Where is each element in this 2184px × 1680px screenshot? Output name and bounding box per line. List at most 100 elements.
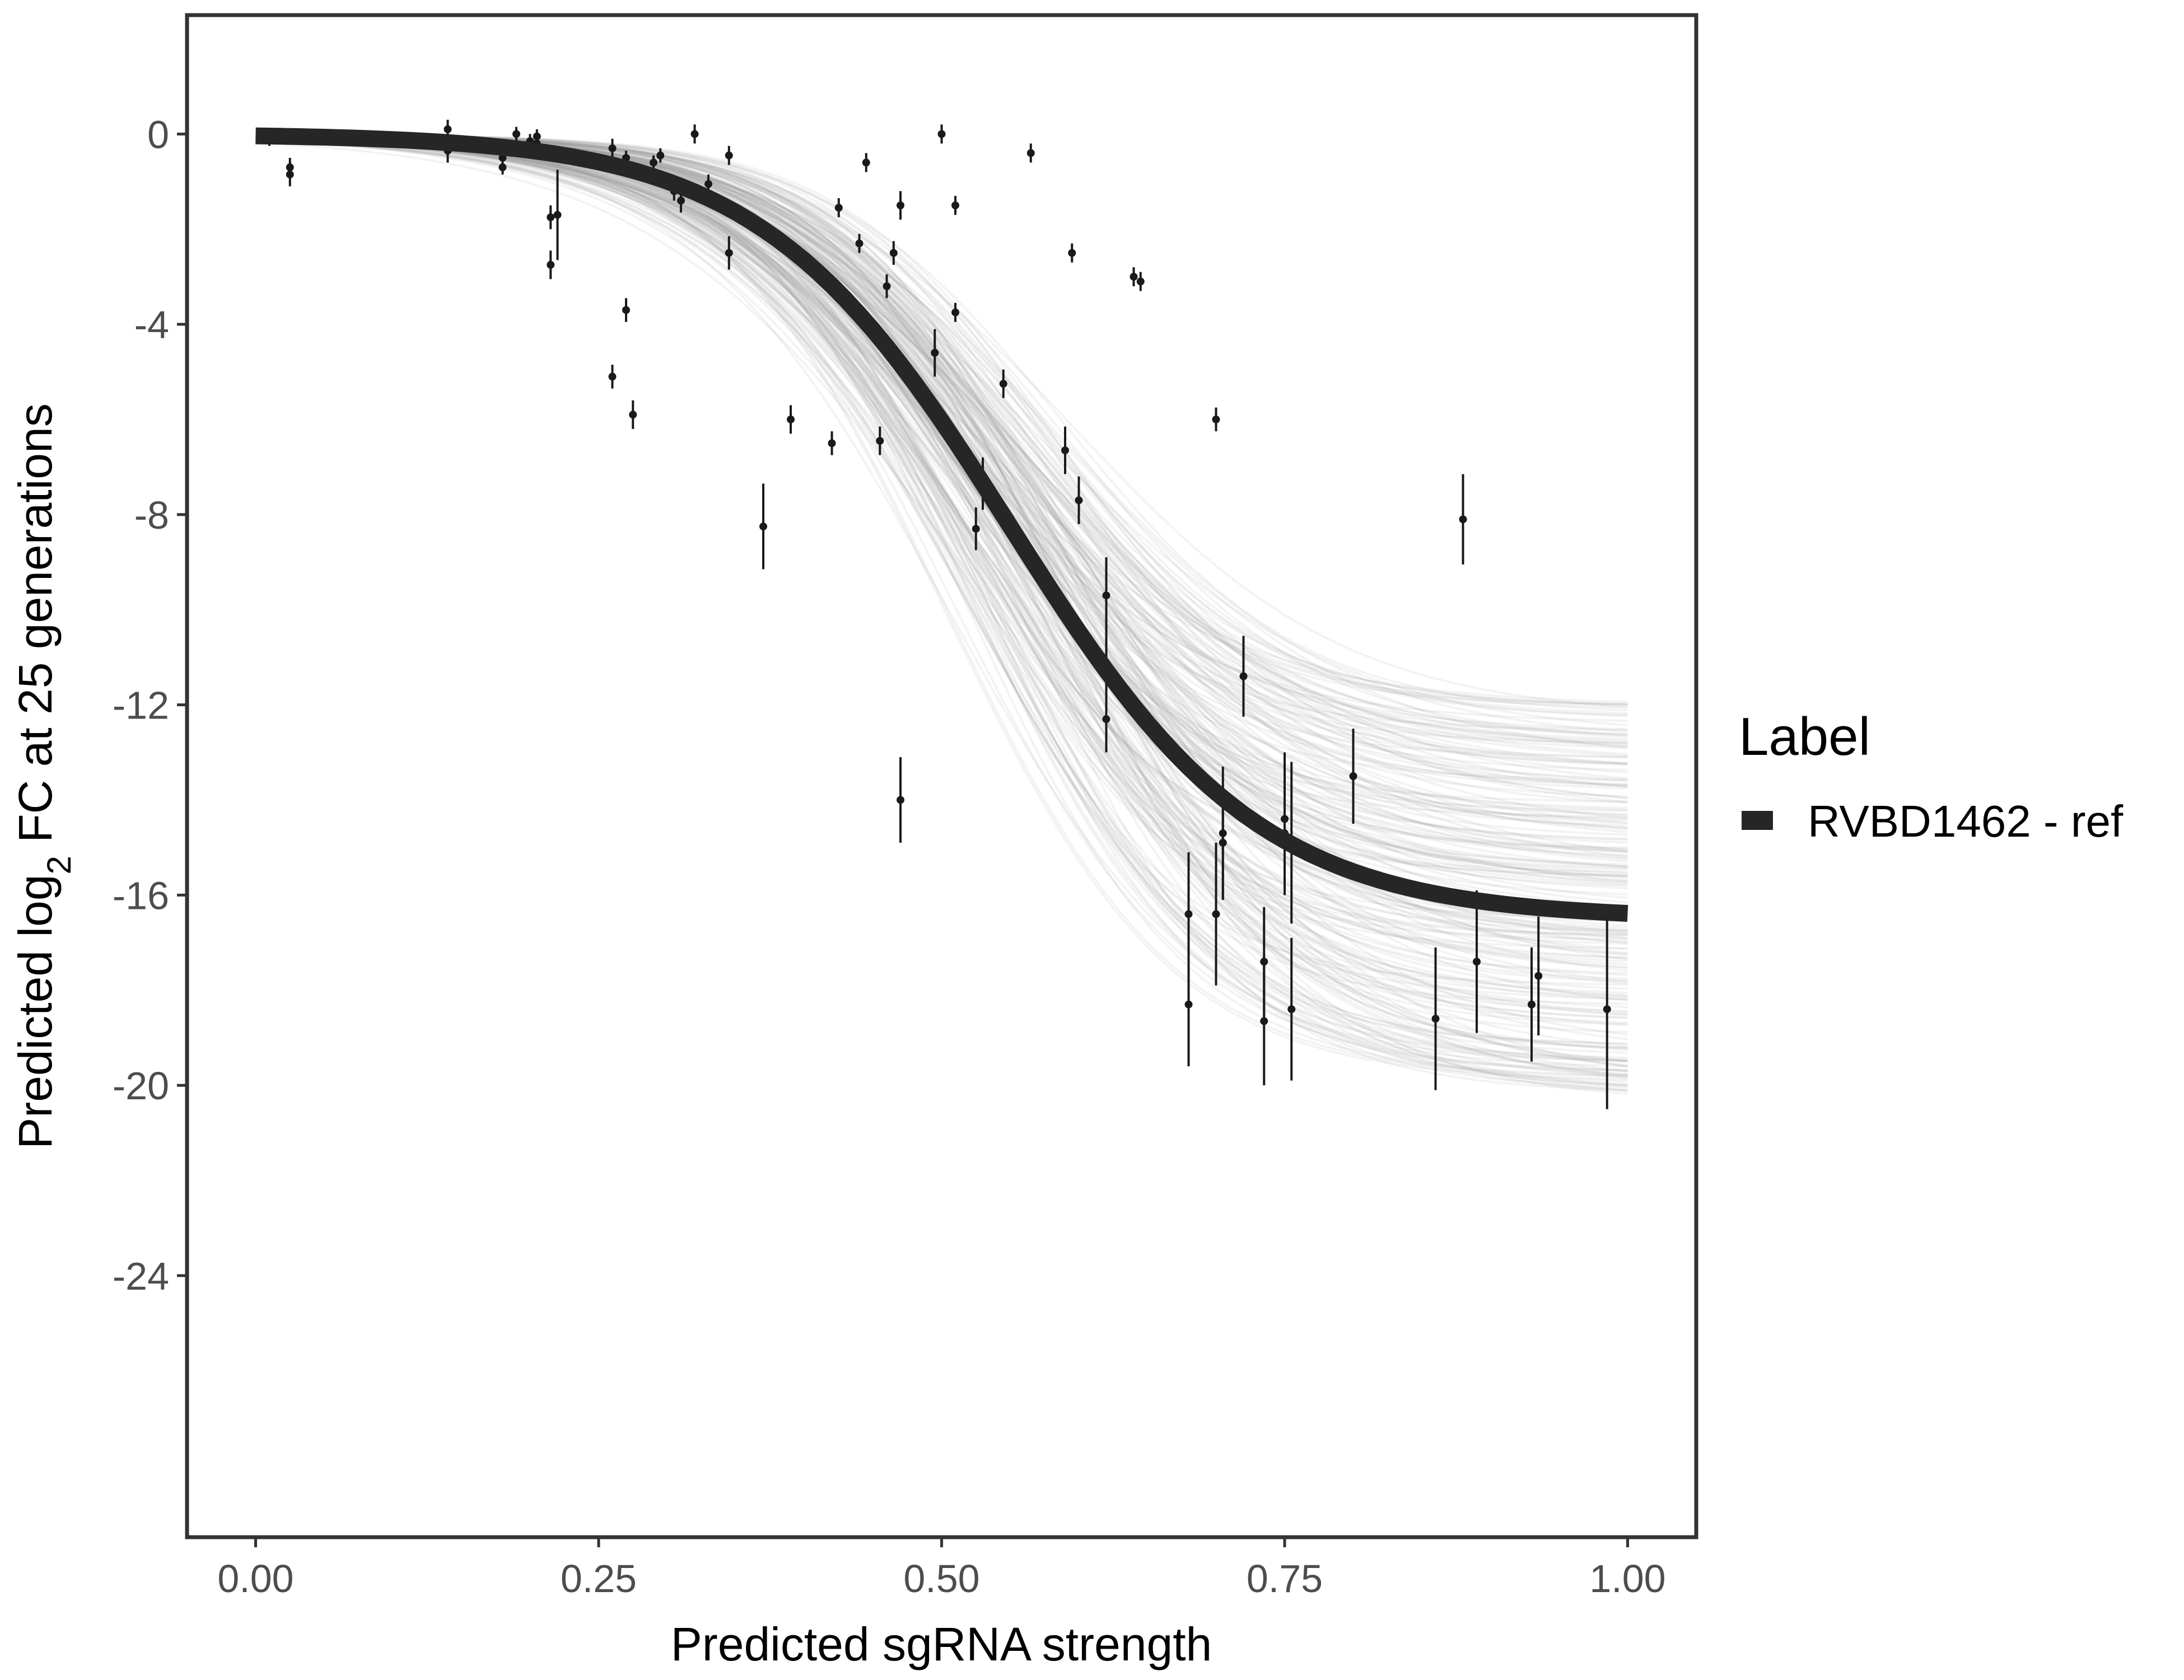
data-point xyxy=(897,191,904,220)
point-marker xyxy=(1184,910,1193,918)
data-point xyxy=(931,329,939,377)
y-axis: 0 -4 -8 -12 -16 -20 -24 xyxy=(113,113,187,1298)
point-marker xyxy=(1239,672,1248,680)
point-marker xyxy=(553,211,562,219)
data-point xyxy=(547,250,555,279)
data-point xyxy=(855,234,864,253)
point-marker xyxy=(828,439,836,447)
data-point xyxy=(1287,937,1296,1081)
point-marker xyxy=(1534,972,1543,980)
point-marker xyxy=(608,372,617,381)
point-marker xyxy=(690,130,699,138)
point-marker xyxy=(547,213,555,221)
data-point xyxy=(1136,272,1145,291)
data-point xyxy=(608,138,617,158)
posterior-draw-line xyxy=(255,137,1628,1040)
y-tick-label: -4 xyxy=(134,303,169,347)
posterior-draw-line xyxy=(255,138,1628,886)
data-point xyxy=(862,153,870,172)
posterior-band xyxy=(255,133,1628,1095)
point-marker xyxy=(951,201,959,209)
data-point xyxy=(1212,842,1220,986)
point-marker xyxy=(999,380,1007,388)
x-axis-title: Predicted sgRNA strength xyxy=(671,1618,1212,1670)
posterior-draw-line xyxy=(255,137,1628,998)
posterior-draw-line xyxy=(255,138,1628,969)
y-axis-title: Predicted log2 FC at 25 generations xyxy=(9,403,78,1149)
point-marker xyxy=(608,144,617,152)
data-point xyxy=(883,274,891,298)
point-marker xyxy=(897,201,904,209)
posterior-draw-line xyxy=(255,133,1628,1091)
point-marker xyxy=(1026,149,1035,157)
point-marker xyxy=(972,525,980,533)
point-marker xyxy=(1349,772,1357,780)
posterior-draw-line xyxy=(255,136,1628,1000)
data-point xyxy=(286,162,294,186)
point-marker xyxy=(1219,838,1227,847)
data-point xyxy=(1102,685,1110,753)
point-marker xyxy=(787,415,795,423)
point-marker xyxy=(622,306,630,314)
posterior-draw-line xyxy=(255,137,1628,1062)
data-point xyxy=(951,195,959,215)
data-point xyxy=(1026,143,1035,163)
data-point xyxy=(951,302,959,322)
data-point xyxy=(690,124,699,144)
posterior-draw-line xyxy=(255,134,1628,1095)
posterior-draw-line xyxy=(255,137,1628,758)
data-point xyxy=(897,757,904,843)
posterior-draw-line xyxy=(255,137,1628,1092)
data-point xyxy=(889,241,898,265)
legend: Label RVBD1462 - ref xyxy=(1739,707,2124,846)
point-marker xyxy=(1212,415,1220,423)
point-marker xyxy=(1260,1017,1268,1025)
x-tick-label: 0.75 xyxy=(1247,1557,1323,1600)
data-point xyxy=(1260,907,1268,1016)
point-marker xyxy=(704,180,712,188)
posterior-draw-line xyxy=(255,141,1628,955)
point-marker xyxy=(725,249,733,257)
data-point xyxy=(1603,909,1611,1109)
point-marker xyxy=(650,158,657,167)
data-point xyxy=(498,160,507,175)
point-marker xyxy=(951,308,959,316)
data-point xyxy=(725,146,733,165)
data-point xyxy=(1184,942,1193,1067)
point-marker xyxy=(876,437,884,445)
data-point xyxy=(972,507,980,550)
data-point xyxy=(1061,426,1069,474)
data-point xyxy=(725,236,733,270)
point-marker xyxy=(855,239,864,248)
point-marker xyxy=(897,796,904,804)
posterior-draw-line xyxy=(255,133,1628,1012)
data-point xyxy=(1130,267,1138,287)
point-marker xyxy=(725,151,733,160)
posterior-draw-line xyxy=(255,138,1628,969)
point-marker xyxy=(883,282,891,291)
point-marker xyxy=(1136,277,1145,286)
data-point xyxy=(876,426,884,455)
data-point xyxy=(1068,243,1076,263)
point-marker xyxy=(498,163,507,171)
data-point xyxy=(759,483,767,570)
point-marker xyxy=(547,260,555,269)
point-marker xyxy=(1075,496,1083,505)
data-point xyxy=(622,298,630,322)
posterior-draw-line xyxy=(255,134,1628,1002)
posterior-draw-line xyxy=(255,138,1628,923)
data-point xyxy=(1239,636,1248,717)
data-point xyxy=(608,365,617,389)
point-marker xyxy=(1102,591,1110,600)
posterior-draw-line xyxy=(255,137,1628,1014)
data-point xyxy=(553,170,562,260)
data-point xyxy=(1102,557,1110,634)
point-marker xyxy=(286,170,294,179)
y-tick-label: -20 xyxy=(113,1064,169,1108)
point-marker xyxy=(937,130,946,138)
data-point xyxy=(828,431,836,455)
posterior-draw-line xyxy=(255,139,1628,1092)
x-tick-label: 0.25 xyxy=(561,1557,637,1600)
posterior-draw-line xyxy=(255,137,1628,822)
point-marker xyxy=(862,158,870,167)
